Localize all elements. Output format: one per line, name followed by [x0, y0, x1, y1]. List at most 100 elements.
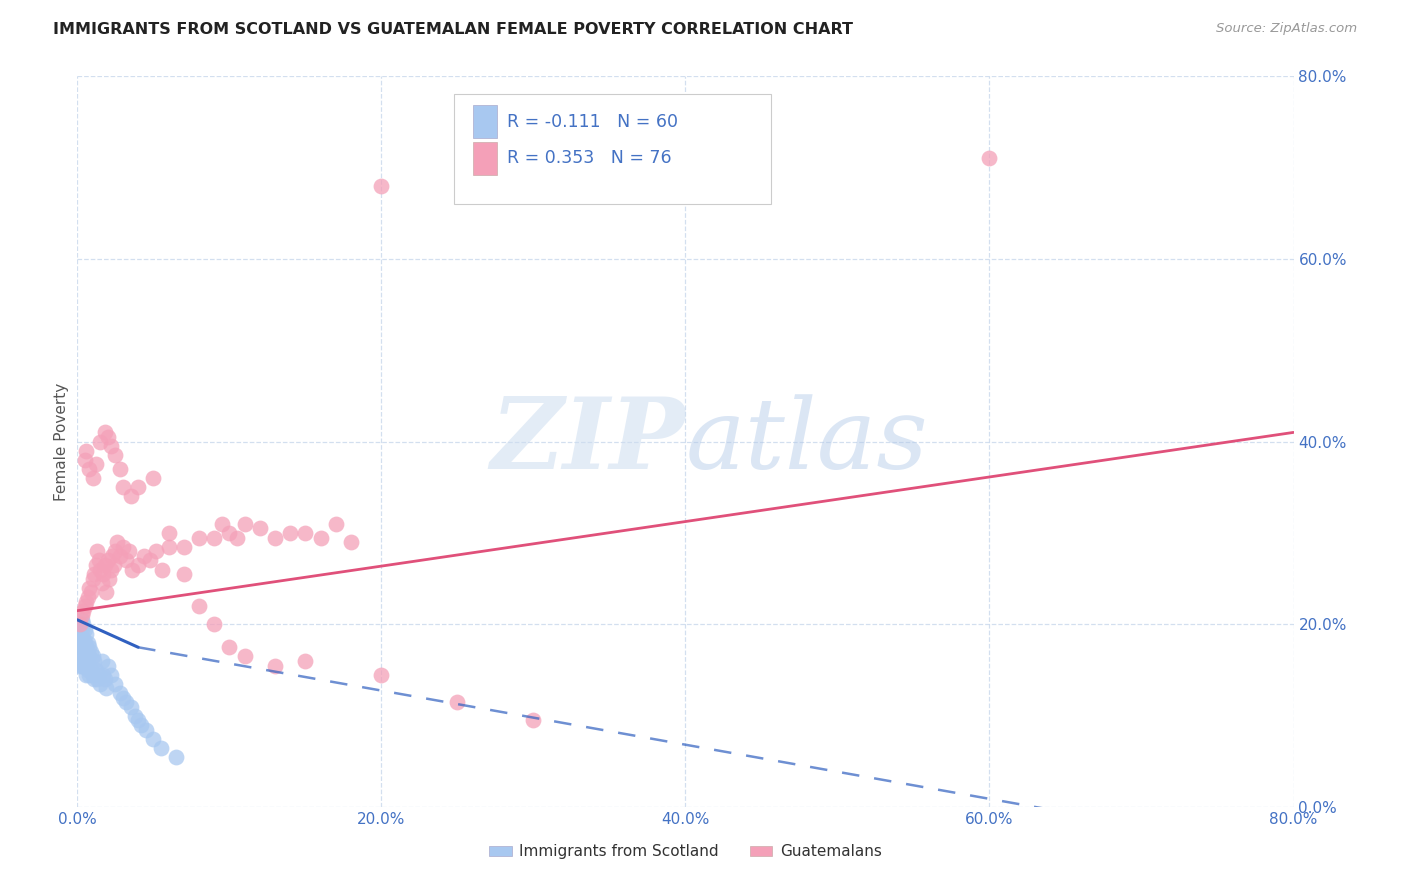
Point: [97, 553, 120, 567]
Point: [70, 613, 93, 627]
Point: [218, 526, 240, 541]
Point: [84, 663, 107, 677]
Point: [73, 453, 96, 467]
Point: [77, 663, 100, 677]
Point: [75, 640, 97, 655]
Point: [188, 531, 211, 545]
Point: [340, 535, 363, 549]
Point: [91, 667, 114, 681]
Point: [118, 544, 141, 558]
Point: [108, 462, 131, 476]
Point: [75, 649, 97, 664]
Point: [233, 649, 256, 664]
Point: [79, 462, 101, 476]
Point: [115, 553, 138, 567]
Point: [93, 673, 115, 687]
Point: [77, 635, 100, 649]
Point: [91, 567, 114, 582]
Point: [100, 563, 122, 577]
Point: [139, 553, 162, 567]
Point: [83, 654, 105, 668]
Point: [93, 425, 115, 440]
Point: [79, 640, 101, 655]
Y-axis label: Female Poverty: Female Poverty: [53, 383, 69, 500]
Point: [73, 658, 96, 673]
Point: [135, 723, 157, 737]
Point: [127, 558, 149, 572]
Point: [79, 649, 101, 664]
Point: [97, 658, 120, 673]
Point: [173, 540, 195, 554]
Point: [165, 750, 187, 764]
Point: [202, 617, 225, 632]
Point: [67, 635, 90, 649]
Point: [979, 151, 1001, 165]
Point: [75, 443, 97, 458]
Point: [98, 572, 121, 586]
Point: [121, 563, 143, 577]
Point: [72, 631, 94, 645]
Point: [100, 439, 122, 453]
Point: [89, 677, 111, 691]
Point: [69, 645, 91, 659]
Point: [69, 654, 91, 668]
Text: ZIP: ZIP: [491, 393, 686, 490]
Point: [72, 604, 94, 618]
Point: [82, 572, 104, 586]
Point: [73, 599, 96, 614]
Point: [86, 673, 108, 687]
Point: [89, 434, 111, 449]
Point: [67, 649, 90, 664]
Point: [96, 585, 118, 599]
Point: [134, 549, 156, 563]
Point: [73, 622, 96, 636]
Point: [124, 708, 146, 723]
Point: [70, 640, 93, 655]
Point: [249, 521, 271, 535]
Point: [211, 516, 233, 531]
Point: [79, 667, 101, 681]
Point: [115, 695, 138, 709]
Point: [84, 558, 107, 572]
Point: [101, 549, 124, 563]
Point: [173, 567, 195, 582]
Point: [84, 458, 107, 472]
Point: [90, 576, 112, 591]
Point: [93, 558, 115, 572]
Point: [370, 178, 392, 193]
Point: [89, 563, 111, 577]
Point: [264, 658, 287, 673]
Point: [67, 658, 90, 673]
Point: [70, 608, 93, 623]
Text: R = -0.111   N = 60: R = -0.111 N = 60: [506, 113, 678, 131]
Point: [73, 635, 96, 649]
Text: atlas: atlas: [686, 394, 928, 489]
Point: [127, 714, 149, 728]
Point: [226, 531, 249, 545]
Point: [111, 690, 134, 705]
Point: [70, 622, 93, 636]
Point: [73, 645, 96, 659]
Point: [188, 599, 211, 614]
FancyBboxPatch shape: [454, 95, 770, 204]
Point: [80, 585, 103, 599]
Point: [522, 714, 544, 728]
Text: R = 0.353   N = 76: R = 0.353 N = 76: [506, 149, 671, 167]
Point: [278, 526, 301, 541]
Point: [75, 667, 97, 681]
Point: [149, 740, 172, 755]
Text: Source: ZipAtlas.com: Source: ZipAtlas.com: [1216, 22, 1357, 36]
Point: [83, 673, 105, 687]
Point: [72, 640, 94, 655]
Point: [72, 617, 94, 632]
Point: [69, 631, 91, 645]
Point: [264, 531, 287, 545]
Point: [69, 626, 91, 640]
Point: [157, 540, 180, 554]
Point: [111, 480, 134, 494]
Point: [157, 526, 180, 541]
Point: [79, 581, 101, 595]
Point: [294, 526, 316, 541]
Point: [104, 448, 127, 462]
Point: [80, 645, 103, 659]
